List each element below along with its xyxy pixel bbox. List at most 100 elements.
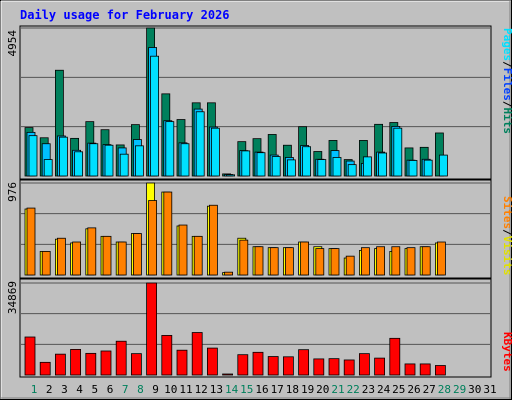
bar-kbytes-day-9: [146, 282, 158, 376]
bar-kbytes-day-25: [389, 337, 401, 376]
bar-pages-day-19: [302, 146, 312, 177]
bar-pages-day-8: [134, 145, 144, 177]
bar-kbytes-day-21: [328, 358, 340, 376]
bar-sites-day-24: [376, 246, 386, 276]
bar-pages-day-5: [89, 143, 99, 177]
bar-pages-day-1: [28, 135, 38, 177]
bar-sites-day-14: [224, 271, 234, 276]
bar-kbytes-day-3: [55, 353, 66, 376]
bar-pages-day-23: [362, 156, 372, 177]
bar-sites-day-19: [300, 241, 310, 276]
bar-pages-day-22: [347, 164, 357, 177]
day-label: 31: [483, 383, 496, 396]
bar-kbytes-day-10: [161, 335, 173, 376]
bar-sites-day-7: [117, 241, 127, 276]
bar-sites-day-5: [87, 227, 97, 276]
bar-pages-day-27: [423, 159, 433, 177]
day-label: 25: [392, 383, 405, 396]
bar-kbytes-day-18: [282, 356, 294, 376]
day-label: 2: [46, 383, 53, 396]
bar-sites-day-6: [102, 235, 112, 276]
bar-sites-day-16: [254, 246, 264, 276]
bar-sites-day-22: [345, 255, 355, 276]
legend-kbytes: KBytes: [501, 332, 512, 372]
bar-kbytes-day-2: [39, 361, 51, 376]
legend-files: Files: [501, 68, 512, 101]
day-label: 27: [423, 383, 436, 396]
bar-sites-day-21: [330, 248, 340, 276]
bar-sites-day-28: [436, 241, 446, 276]
grid-lines: [21, 27, 490, 345]
day-label: 14: [225, 383, 239, 396]
bar-sites-day-20: [315, 248, 325, 276]
day-label: 9: [152, 383, 159, 396]
day-label: 8: [137, 383, 144, 396]
day-label: 24: [377, 383, 391, 396]
day-label: 5: [91, 383, 98, 396]
day-label: 6: [107, 383, 114, 396]
legend-kb-group: KBytes: [501, 332, 512, 372]
bar-sites-day-10: [163, 191, 173, 276]
bar-sites-day-15: [239, 239, 249, 276]
bar-pages-day-17: [271, 156, 281, 177]
legend-pages: Pages: [501, 28, 512, 61]
bar-pages-day-15: [241, 150, 251, 177]
bar-sites-day-1: [26, 207, 36, 276]
bar-sites-day-25: [391, 246, 401, 276]
bar-pages-day-10: [165, 121, 175, 177]
bar-kbytes-day-14: [222, 373, 234, 376]
bar-kbytes-day-11: [176, 349, 188, 376]
day-label: 21: [331, 383, 344, 396]
bar-pages-day-24: [378, 152, 388, 177]
bar-pages-day-9: [150, 55, 160, 177]
day-labels: 1 2 3 4 5 6 7 8 9 10 11 12 13 14 15 16 17 18 19 20 21 22 23 24 2…: [31, 383, 497, 396]
bar-pages-day-20: [317, 159, 327, 177]
bar-kbytes-day-17: [267, 356, 279, 376]
bar-kbytes-day-13: [206, 347, 218, 376]
bar-pages-day-2: [43, 159, 53, 177]
bar-kbytes-day-12: [191, 332, 203, 376]
bar-pages-day-18: [286, 159, 296, 177]
bar-sites-day-23: [360, 247, 370, 276]
hits-max-label: 4954: [6, 30, 19, 57]
bar-pages-day-6: [104, 144, 114, 177]
day-label: 29: [453, 383, 466, 396]
bar-pages-day-3: [59, 136, 68, 177]
day-label: 23: [362, 383, 375, 396]
day-label: 20: [316, 383, 329, 396]
legend-slash-1: /: [501, 61, 512, 68]
svg-text:Sites/Visits: Sites/Visits: [501, 196, 512, 276]
bar-kbytes-day-7: [115, 340, 127, 376]
day-label: 10: [164, 383, 177, 396]
bar-kbytes-day-24: [374, 357, 386, 376]
day-label: 16: [255, 383, 268, 396]
day-label: 4: [76, 383, 83, 396]
day-label: 11: [179, 383, 192, 396]
day-label: 17: [271, 383, 284, 396]
bar-pages-day-16: [256, 152, 266, 177]
bar-sites-day-11: [178, 224, 188, 276]
bar-pages-day-11: [180, 143, 190, 177]
bar-sites-day-12: [193, 235, 203, 276]
bars-layer: [24, 27, 448, 376]
legend-slash-2: /: [501, 101, 512, 108]
bar-sites-day-9: [148, 200, 158, 276]
day-label: 15: [240, 383, 253, 396]
day-label: 3: [61, 383, 68, 396]
bar-kbytes-day-23: [358, 353, 370, 376]
bar-kbytes-day-5: [85, 352, 97, 376]
legend-hfp-group: Pages/Files/Hits: [501, 28, 512, 134]
bar-kbytes-day-8: [130, 353, 142, 376]
bar-kbytes-day-4: [70, 349, 81, 376]
day-label: 19: [301, 383, 314, 396]
bar-pages-day-4: [74, 151, 83, 177]
bar-kbytes-day-6: [100, 350, 112, 376]
kbytes-max-label: 34869: [6, 281, 19, 314]
bar-kbytes-day-20: [313, 358, 325, 376]
legend-vs-group: Sites/Visits: [501, 196, 512, 276]
bar-kbytes-day-16: [252, 351, 264, 376]
bar-pages-day-13: [210, 127, 220, 177]
bar-sites-day-17: [269, 247, 279, 276]
